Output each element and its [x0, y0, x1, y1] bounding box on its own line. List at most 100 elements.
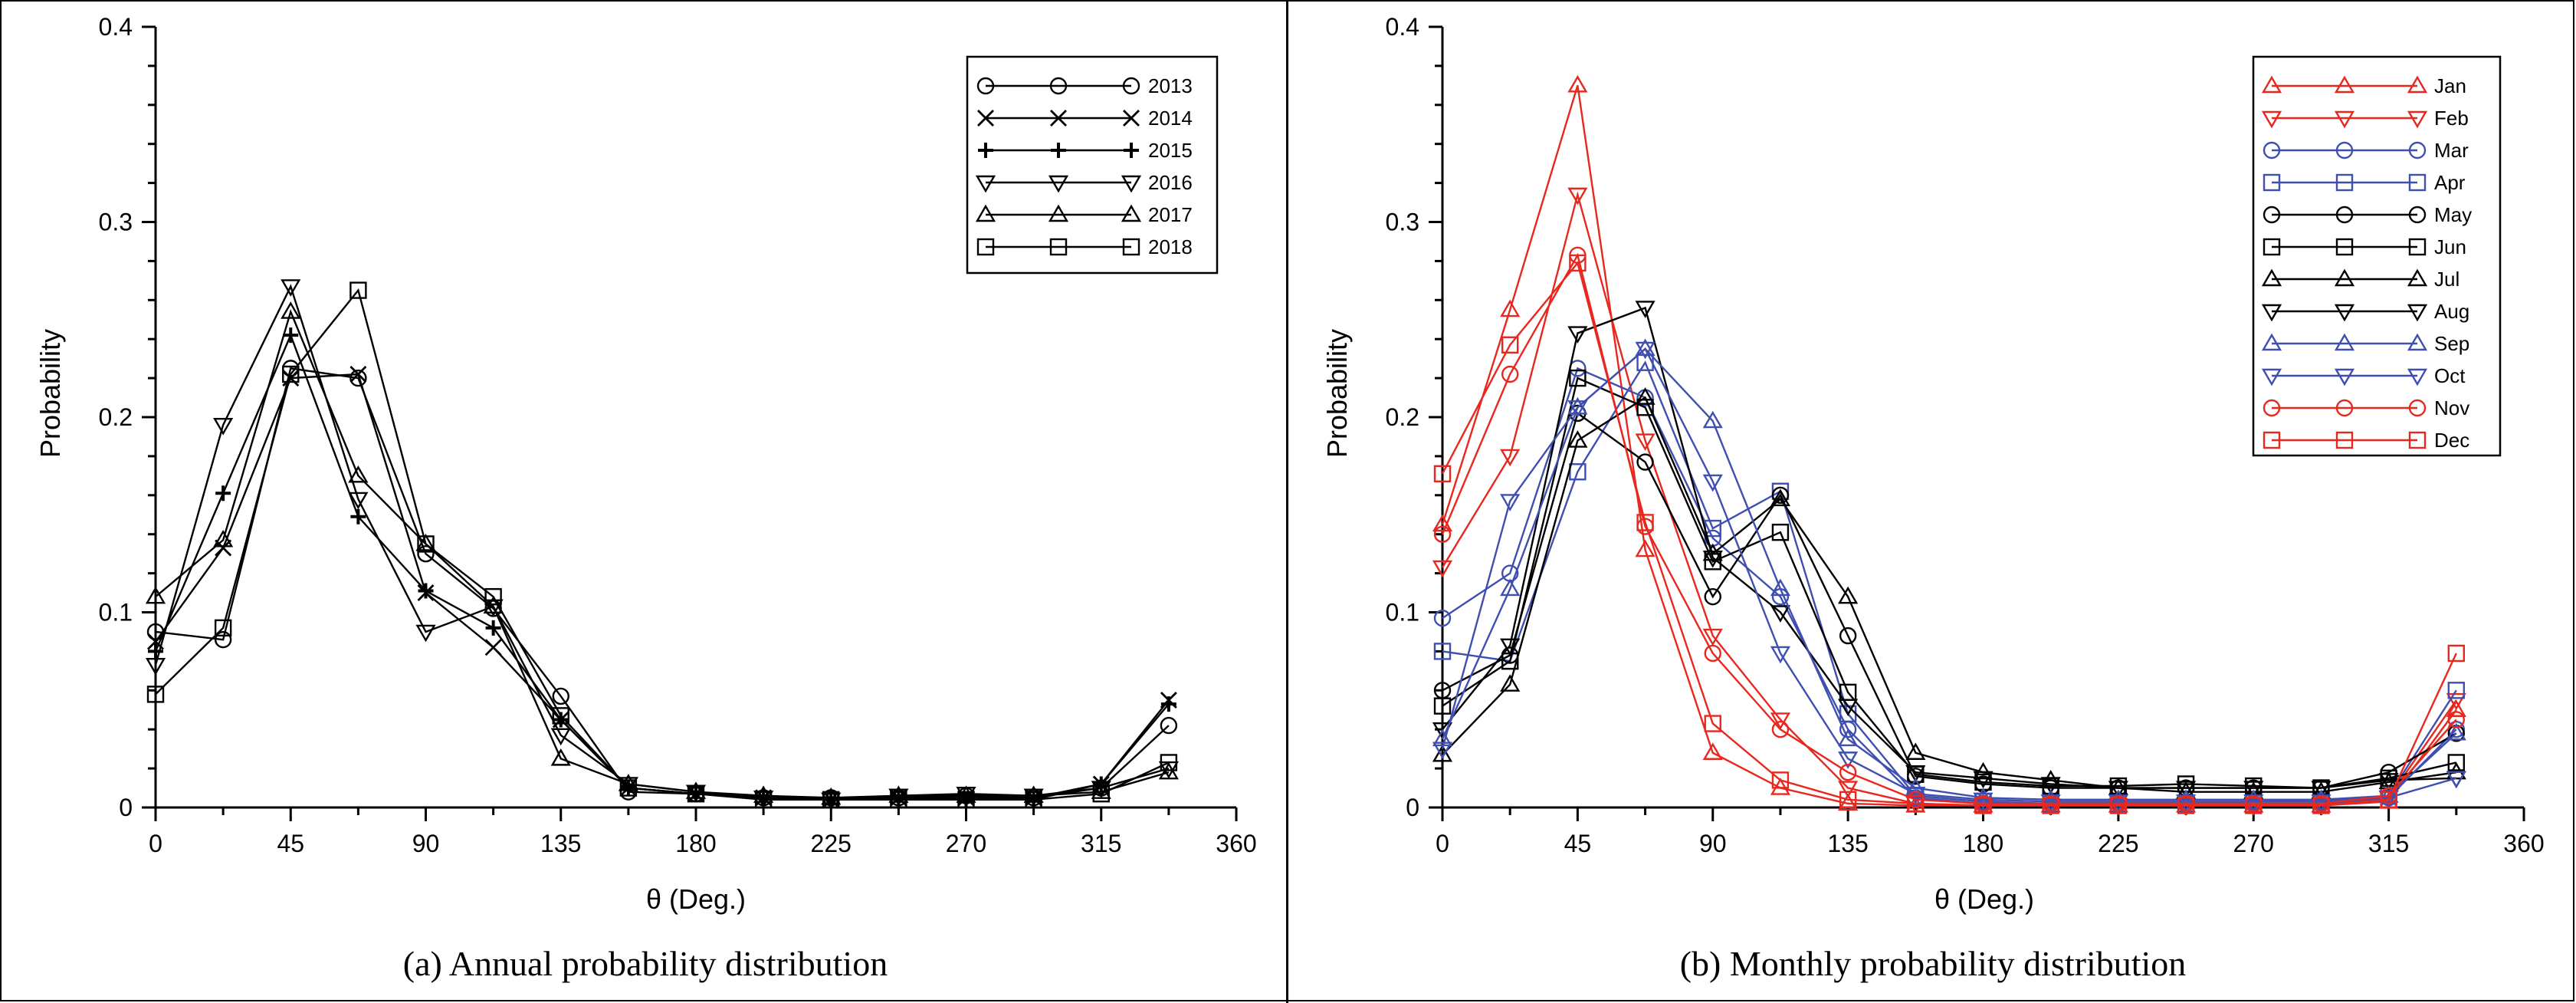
panel-b-data-point — [1702, 410, 1723, 429]
panel-a-data-point — [754, 791, 773, 809]
panel-b-legend-marker — [2408, 141, 2427, 159]
panel-b-legend-marker — [2261, 304, 2282, 322]
panel-b-data-point — [1432, 560, 1453, 578]
panel-b-x-tick-label: 45 — [1564, 830, 1592, 857]
panel-b-data-point — [1838, 781, 1859, 798]
panel-b-legend-marker — [2334, 268, 2355, 287]
panel-b-data-point — [2447, 754, 2466, 771]
panel-b-legend-marker — [2407, 368, 2428, 386]
panel-a-y-tick-label: 0.4 — [99, 13, 133, 41]
panel-b-data-point — [2446, 692, 2466, 711]
panel-a-x-tick-label: 90 — [412, 830, 440, 857]
panel-b-legend-label: Jun — [2434, 235, 2466, 258]
panel-a-data-point — [821, 792, 842, 811]
panel-a-data-point — [484, 587, 502, 606]
panel-b-data-point — [1433, 697, 1452, 715]
panel-a-data-point — [348, 492, 369, 510]
panel-b-data-point — [1635, 338, 1656, 357]
panel-b-data-point — [1771, 486, 1790, 504]
panel-b-legend-item: May — [2263, 203, 2472, 226]
panel-a-x-tick-label: 45 — [277, 830, 304, 857]
panel-a-legend-marker — [975, 204, 996, 222]
panel-a-series-line — [154, 332, 1170, 801]
panel-b-legend-marker — [2335, 173, 2354, 192]
panel-b-x-tick-label: 180 — [1963, 830, 2003, 857]
panel-b-legend-marker — [2407, 304, 2428, 322]
panel-a-data-point — [753, 785, 774, 803]
panel-b-x-tick-label: 315 — [2368, 830, 2409, 857]
panel-b-data-point — [1973, 771, 1994, 789]
panel-b-legend-marker — [2334, 333, 2355, 351]
panel-a-data-point — [349, 369, 367, 387]
panel-a-caption: (a) Annual probability distribution — [403, 944, 888, 983]
panel-a-legend-marker — [978, 143, 993, 158]
panel-a-xlabel: θ (Deg.) — [646, 883, 746, 915]
panel-b-legend-item: Apr — [2263, 171, 2466, 194]
panel-b-data-point — [1838, 751, 1859, 769]
panel-b-legend-marker — [2407, 75, 2428, 94]
panel-b-data-point — [1839, 791, 1857, 809]
panel-b-legend-marker — [2335, 431, 2354, 449]
panel-b-data-point — [1635, 433, 1656, 451]
panel-b-data-point — [1501, 336, 1519, 354]
panel-b-data-point — [1770, 488, 1791, 507]
panel-b-legend-label: Mar — [2434, 139, 2469, 162]
panel-b-legend-label: Apr — [2434, 171, 2466, 194]
panel-b-series-may — [1433, 404, 2466, 797]
panel-a-y-tick-label: 0.1 — [99, 599, 133, 626]
panel-a-data-point — [552, 707, 569, 725]
panel-b-series-line — [1441, 261, 2457, 807]
panel-b-data-point — [1433, 525, 1452, 543]
panel-a-data-point — [418, 583, 434, 599]
panel-b-data-point — [1838, 728, 1859, 747]
panel-b-data-point — [1770, 578, 1791, 597]
panel-a-x-tick-label: 315 — [1081, 830, 1121, 857]
panel-b-data-point — [1567, 187, 1588, 206]
panel-b-legend-marker — [2261, 333, 2282, 351]
panel-b-legend-box — [2252, 55, 2502, 457]
panel-b-legend-label: Feb — [2434, 107, 2469, 130]
panel-a-data-point — [282, 370, 300, 387]
panel-b-data-point — [1500, 299, 1521, 317]
panel-a-data-point — [145, 658, 166, 676]
panel-a-data-point — [685, 781, 707, 799]
panel-a-data-point — [282, 365, 300, 383]
panel-b-data-point — [1770, 778, 1791, 795]
panel-b-series-dec — [1433, 254, 2466, 814]
panel-b-data-point — [1432, 728, 1453, 747]
panel-b-data-point — [1838, 699, 1859, 717]
panel-a-legend-label: 2013 — [1148, 74, 1193, 97]
panel-b-data-point — [1433, 643, 1452, 660]
panel-b-legend-label: Nov — [2434, 396, 2469, 419]
panel-b-data-point — [2042, 797, 2059, 814]
panel-b-legend-marker — [2334, 368, 2355, 386]
panel-a-data-point — [821, 787, 842, 805]
panel-a-legend-marker — [1124, 143, 1139, 158]
panel-b-legend-marker — [2407, 333, 2428, 351]
panel-b-legend-item: Jan — [2261, 74, 2466, 97]
panel-b-legend-marker — [2407, 268, 2428, 287]
panel-b-legend-marker — [2263, 238, 2281, 256]
panel-b-legend-marker — [2408, 173, 2427, 192]
panel-a-data-point — [349, 366, 367, 383]
panel-a-series-line — [155, 288, 1170, 801]
panel-b-legend-marker — [2408, 238, 2427, 256]
panel-b-data-point — [1771, 523, 1790, 541]
panel-a-ylabel: Probability — [34, 329, 66, 458]
panel-b-legend-marker — [2263, 141, 2281, 159]
panel-b-data-point — [1907, 794, 1925, 813]
panel-b-data-point — [2040, 769, 2061, 788]
panel-b-xlabel: θ (Deg.) — [1934, 883, 2034, 915]
panel-b-data-point — [2447, 644, 2466, 663]
panel-a-data-point — [349, 281, 367, 299]
panel-a-legend-label: 2018 — [1148, 235, 1193, 258]
panel-a-legend-box — [966, 55, 1219, 275]
panel-b-data-point — [2446, 722, 2466, 741]
panel-b-data-point — [1704, 644, 1721, 663]
panel-b-legend-marker — [2335, 206, 2354, 224]
panel-b-legend-item: Jun — [2263, 235, 2466, 258]
panel-b-legend-item: Mar — [2263, 139, 2469, 162]
panel-b: Probability θ (Deg.) (b) Monthly probabi… — [1321, 13, 2545, 983]
panel-b-data-point — [1432, 742, 1453, 760]
